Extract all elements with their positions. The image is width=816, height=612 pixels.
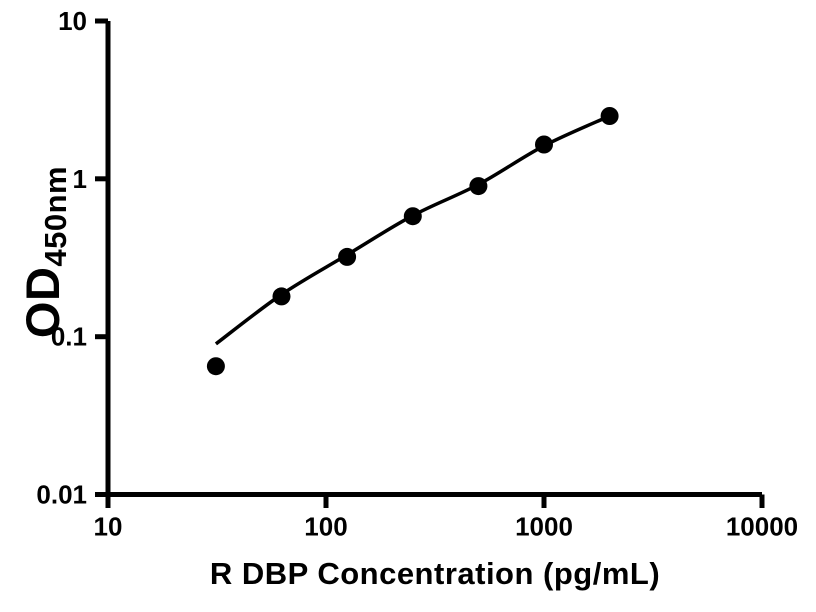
x-tick-label: 10000 (726, 512, 798, 542)
data-point (469, 177, 488, 196)
x-axis-title: R DBP Concentration (pg/mL) (98, 556, 772, 592)
x-tick-label: 100 (304, 512, 347, 542)
y-axis-title-main: OD (16, 266, 69, 339)
y-tick-label: 10 (58, 6, 87, 36)
data-point (600, 107, 619, 125)
data-point (403, 207, 422, 226)
data-point (272, 287, 291, 306)
x-tick-label: 1000 (515, 512, 573, 542)
y-axis-title: OD 450nm (15, 166, 73, 338)
x-tick-label: 10 (94, 512, 123, 542)
y-tick-label: 1 (73, 164, 87, 194)
data-point (338, 247, 357, 266)
x-axis-title-text: R DBP Concentration (pg/mL) (209, 556, 661, 591)
data-point (535, 135, 553, 154)
data-point (206, 357, 225, 376)
y-axis-title-subscript: 450nm (38, 165, 73, 267)
y-tick-label: 0.1 (51, 322, 87, 352)
y-tick-label: 0.01 (36, 480, 87, 510)
